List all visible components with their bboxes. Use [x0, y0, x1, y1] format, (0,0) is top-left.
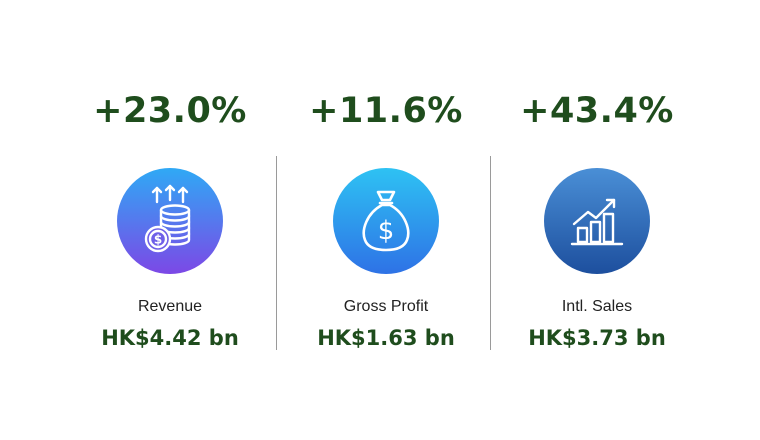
money-bag-icon: $: [333, 168, 439, 274]
intl-sales-label: Intl. Sales: [561, 298, 633, 315]
gross-profit-label: Gross Profit: [343, 298, 429, 315]
revenue-change: +23.0%: [93, 91, 247, 131]
gross-profit-value: HK$1.63 bn: [317, 326, 455, 350]
intl-sales-value: HK$3.73 bn: [528, 326, 666, 350]
metric-gross-profit: +11.6% $ Gross Profit HK$1.63 bn: [276, 0, 496, 440]
coins-stack-arrows-up-icon: $: [117, 168, 223, 274]
intl-sales-change: +43.4%: [520, 91, 674, 131]
revenue-icon-badge: $: [117, 168, 223, 274]
revenue-value: HK$4.42 bn: [101, 326, 239, 350]
growth-bar-chart-icon: [544, 168, 650, 274]
svg-text:$: $: [378, 216, 395, 246]
intl-sales-icon-badge: [544, 168, 650, 274]
divider: [276, 156, 277, 350]
metric-intl-sales: +43.4% Intl.: [487, 0, 707, 440]
metric-revenue: +23.0%: [60, 0, 280, 440]
gross-profit-icon-badge: $: [333, 168, 439, 274]
gross-profit-change: +11.6%: [309, 91, 463, 131]
divider: [490, 156, 491, 350]
revenue-label: Revenue: [137, 298, 203, 315]
svg-text:$: $: [154, 233, 162, 247]
